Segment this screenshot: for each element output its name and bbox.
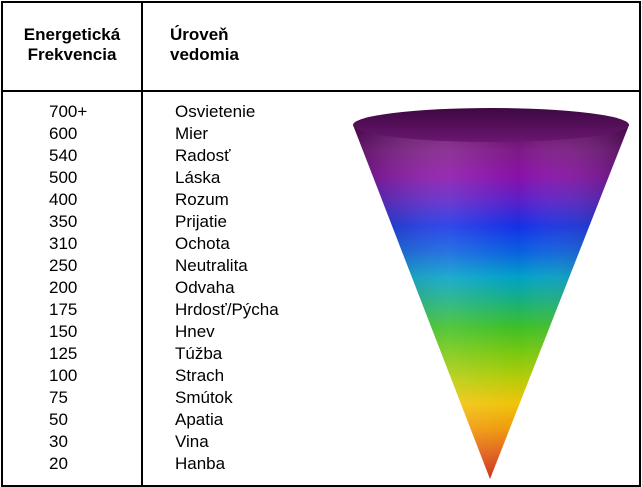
frequency-cell: 700+: [49, 102, 88, 121]
level-cell: Ochota: [175, 234, 230, 253]
column-divider: [141, 3, 143, 485]
header-frequency-line1: Energetická: [23, 25, 121, 44]
frequency-cell: 30: [49, 432, 68, 451]
frequency-cell: 600: [49, 124, 78, 143]
cone-shading: [353, 125, 629, 479]
frequency-cell: 20: [49, 454, 68, 473]
level-cell: Osvietenie: [175, 102, 256, 121]
cone-top: [353, 108, 629, 142]
level-cell: Radosť: [175, 146, 231, 165]
frequency-cell: 125: [49, 344, 78, 363]
frequency-cell: 350: [49, 212, 78, 231]
header-level: Úroveň vedomia: [170, 25, 310, 65]
frequency-cell: 75: [49, 388, 68, 407]
frequency-cell: 400: [49, 190, 78, 209]
frequency-cell: 200: [49, 278, 78, 297]
level-cell: Hrdosť/Pýcha: [175, 300, 279, 319]
frequency-cell: 175: [49, 300, 78, 319]
level-cell: Láska: [175, 168, 221, 187]
header-frequency-line2: Frekvencia: [27, 45, 117, 64]
header-level-line2: vedomia: [170, 45, 239, 64]
level-cell: Prijatie: [175, 212, 227, 231]
frequency-cell: 150: [49, 322, 78, 341]
level-cell: Mier: [175, 124, 209, 143]
header-level-line1: Úroveň: [170, 25, 229, 44]
header-frequency: Energetická Frekvencia: [3, 25, 141, 65]
frequency-cell: 540: [49, 146, 78, 165]
level-cell: Neutralita: [175, 256, 248, 275]
level-cell: Odvaha: [175, 278, 235, 297]
header-divider: [3, 90, 639, 92]
level-cell: Hnev: [175, 322, 215, 341]
rainbow-cone-icon: [353, 108, 629, 479]
level-cell: Smútok: [175, 388, 233, 407]
level-cell: Apatia: [175, 410, 224, 429]
frequency-cell: 250: [49, 256, 78, 275]
frequency-cell: 100: [49, 366, 78, 385]
level-cell: Vina: [175, 432, 209, 451]
frequency-cell: 50: [49, 410, 68, 429]
level-cell: Túžba: [175, 344, 223, 363]
level-cell: Rozum: [175, 190, 229, 209]
level-cell: Hanba: [175, 454, 226, 473]
level-cell: Strach: [175, 366, 225, 385]
frequency-column: 700+ 600 540 500 400 350 310 250 200 175 150 125 100…: [3, 101, 141, 475]
level-column: Osvietenie Mier Radosť Láska Rozum Prijatie Oc…: [175, 101, 375, 475]
frequency-cell: 500: [49, 168, 78, 187]
frequency-cell: 310: [49, 234, 78, 253]
